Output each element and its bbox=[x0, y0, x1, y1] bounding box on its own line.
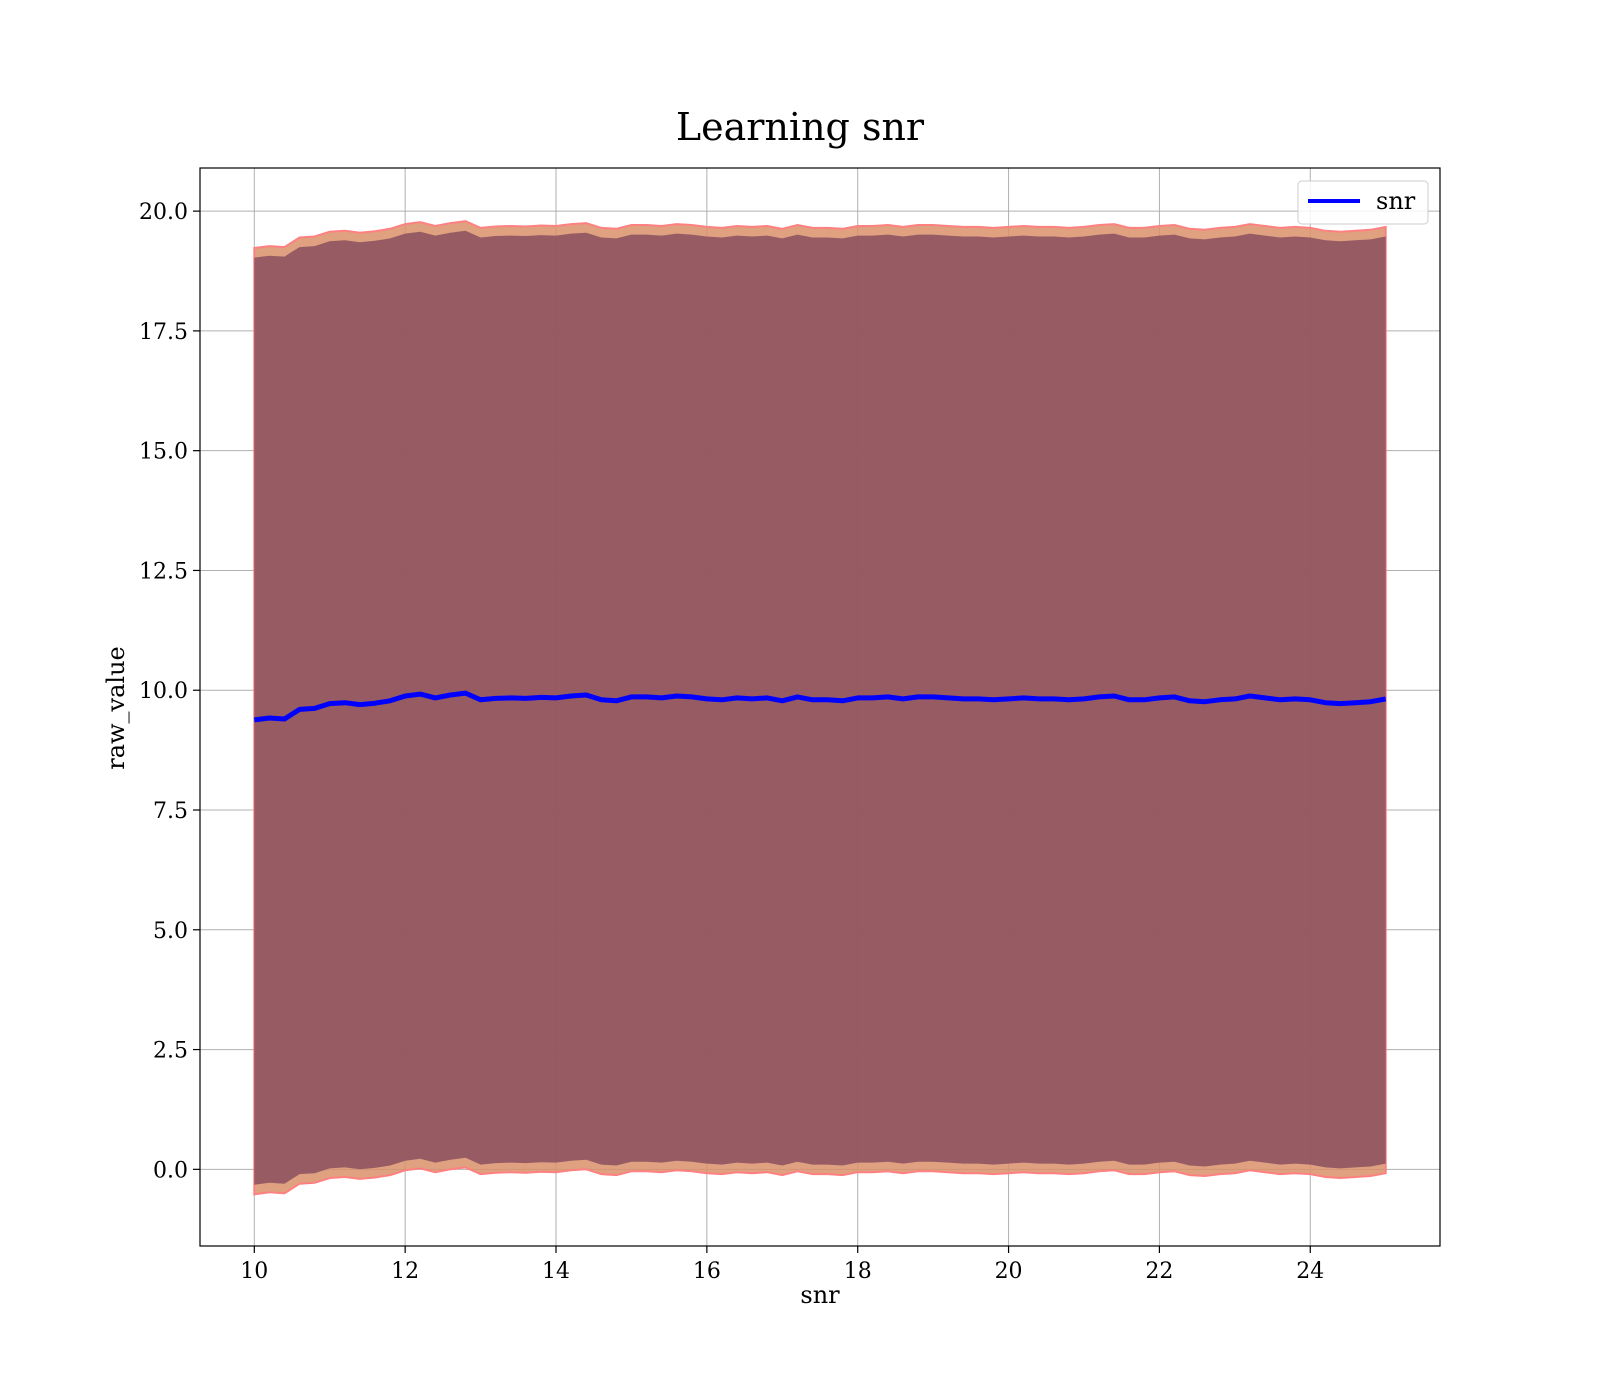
legend: snr bbox=[1297, 180, 1429, 225]
y-tick-label: 12.5 bbox=[139, 559, 188, 584]
y-axis-label: raw_value bbox=[102, 646, 130, 770]
x-tick-label: 12 bbox=[391, 1259, 419, 1284]
x-axis-ticks: 10 12 14 16 18 20 22 24 bbox=[240, 1246, 1324, 1284]
x-tick-label: 10 bbox=[240, 1259, 268, 1284]
series-line-snr bbox=[253, 690, 1387, 723]
y-tick-label: 10.0 bbox=[139, 679, 188, 704]
inner-band bbox=[254, 230, 1386, 1185]
legend-label-snr: snr bbox=[1376, 187, 1416, 215]
confidence-bands bbox=[253, 220, 1387, 1196]
x-axis-label: snr bbox=[800, 1281, 840, 1309]
x-tick-label: 14 bbox=[542, 1259, 570, 1284]
legend-box bbox=[1297, 180, 1429, 225]
x-tick-label: 20 bbox=[995, 1259, 1023, 1284]
y-tick-label: 5.0 bbox=[153, 919, 188, 944]
y-tick-label: 7.5 bbox=[153, 799, 188, 824]
y-tick-label: 0.0 bbox=[153, 1158, 188, 1183]
y-tick-label: 17.5 bbox=[139, 320, 188, 345]
chart-title: Learning snr bbox=[676, 105, 925, 149]
series-lines bbox=[253, 690, 1387, 723]
x-tick-label: 18 bbox=[844, 1259, 872, 1284]
x-tick-label: 16 bbox=[693, 1259, 721, 1284]
y-axis-ticks: 0.0 2.5 5.0 7.5 10.0 12.5 15.0 17.5 20.0 bbox=[139, 200, 200, 1183]
y-tick-label: 20.0 bbox=[139, 200, 188, 225]
y-tick-label: 2.5 bbox=[153, 1039, 188, 1064]
x-tick-label: 22 bbox=[1145, 1259, 1173, 1284]
plot-frame bbox=[199, 167, 1441, 1247]
y-tick-label: 15.0 bbox=[139, 440, 188, 465]
x-tick-label: 24 bbox=[1296, 1259, 1324, 1284]
